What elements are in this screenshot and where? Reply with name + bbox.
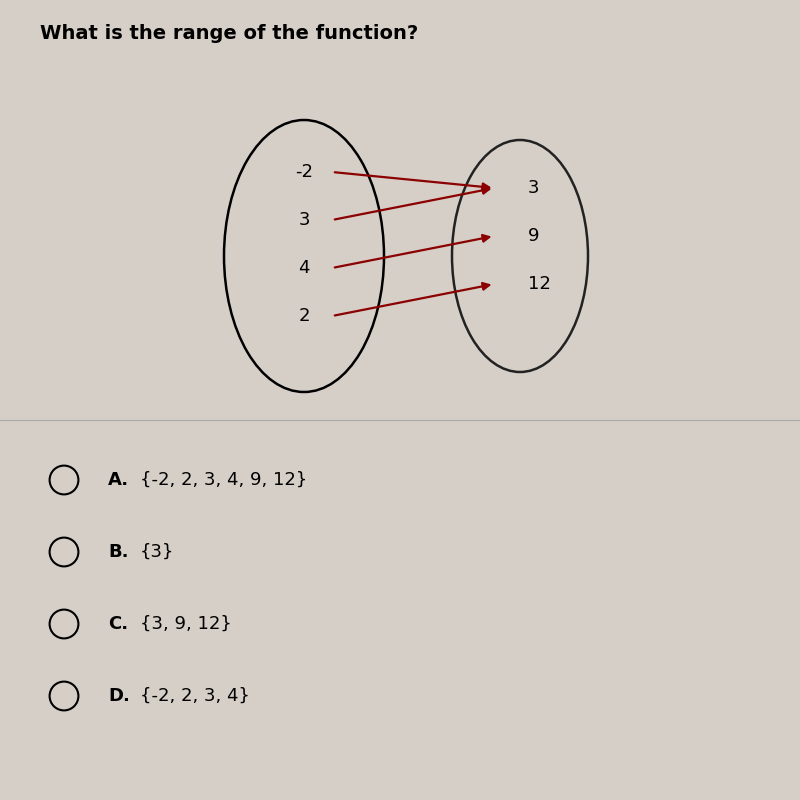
Text: 12: 12 bbox=[528, 275, 551, 293]
Text: -2: -2 bbox=[295, 163, 313, 181]
Text: D.: D. bbox=[108, 687, 130, 705]
Text: 3: 3 bbox=[528, 179, 539, 197]
Text: {3}: {3} bbox=[140, 543, 174, 561]
Text: B.: B. bbox=[108, 543, 129, 561]
Text: What is the range of the function?: What is the range of the function? bbox=[40, 24, 418, 43]
Text: 9: 9 bbox=[528, 227, 539, 245]
Text: A.: A. bbox=[108, 471, 129, 489]
Text: {-2, 2, 3, 4}: {-2, 2, 3, 4} bbox=[140, 687, 250, 705]
Text: C.: C. bbox=[108, 615, 128, 633]
Text: 2: 2 bbox=[298, 307, 310, 325]
Text: {3, 9, 12}: {3, 9, 12} bbox=[140, 615, 232, 633]
Text: 4: 4 bbox=[298, 259, 310, 277]
Text: {-2, 2, 3, 4, 9, 12}: {-2, 2, 3, 4, 9, 12} bbox=[140, 471, 307, 489]
Text: 3: 3 bbox=[298, 211, 310, 229]
